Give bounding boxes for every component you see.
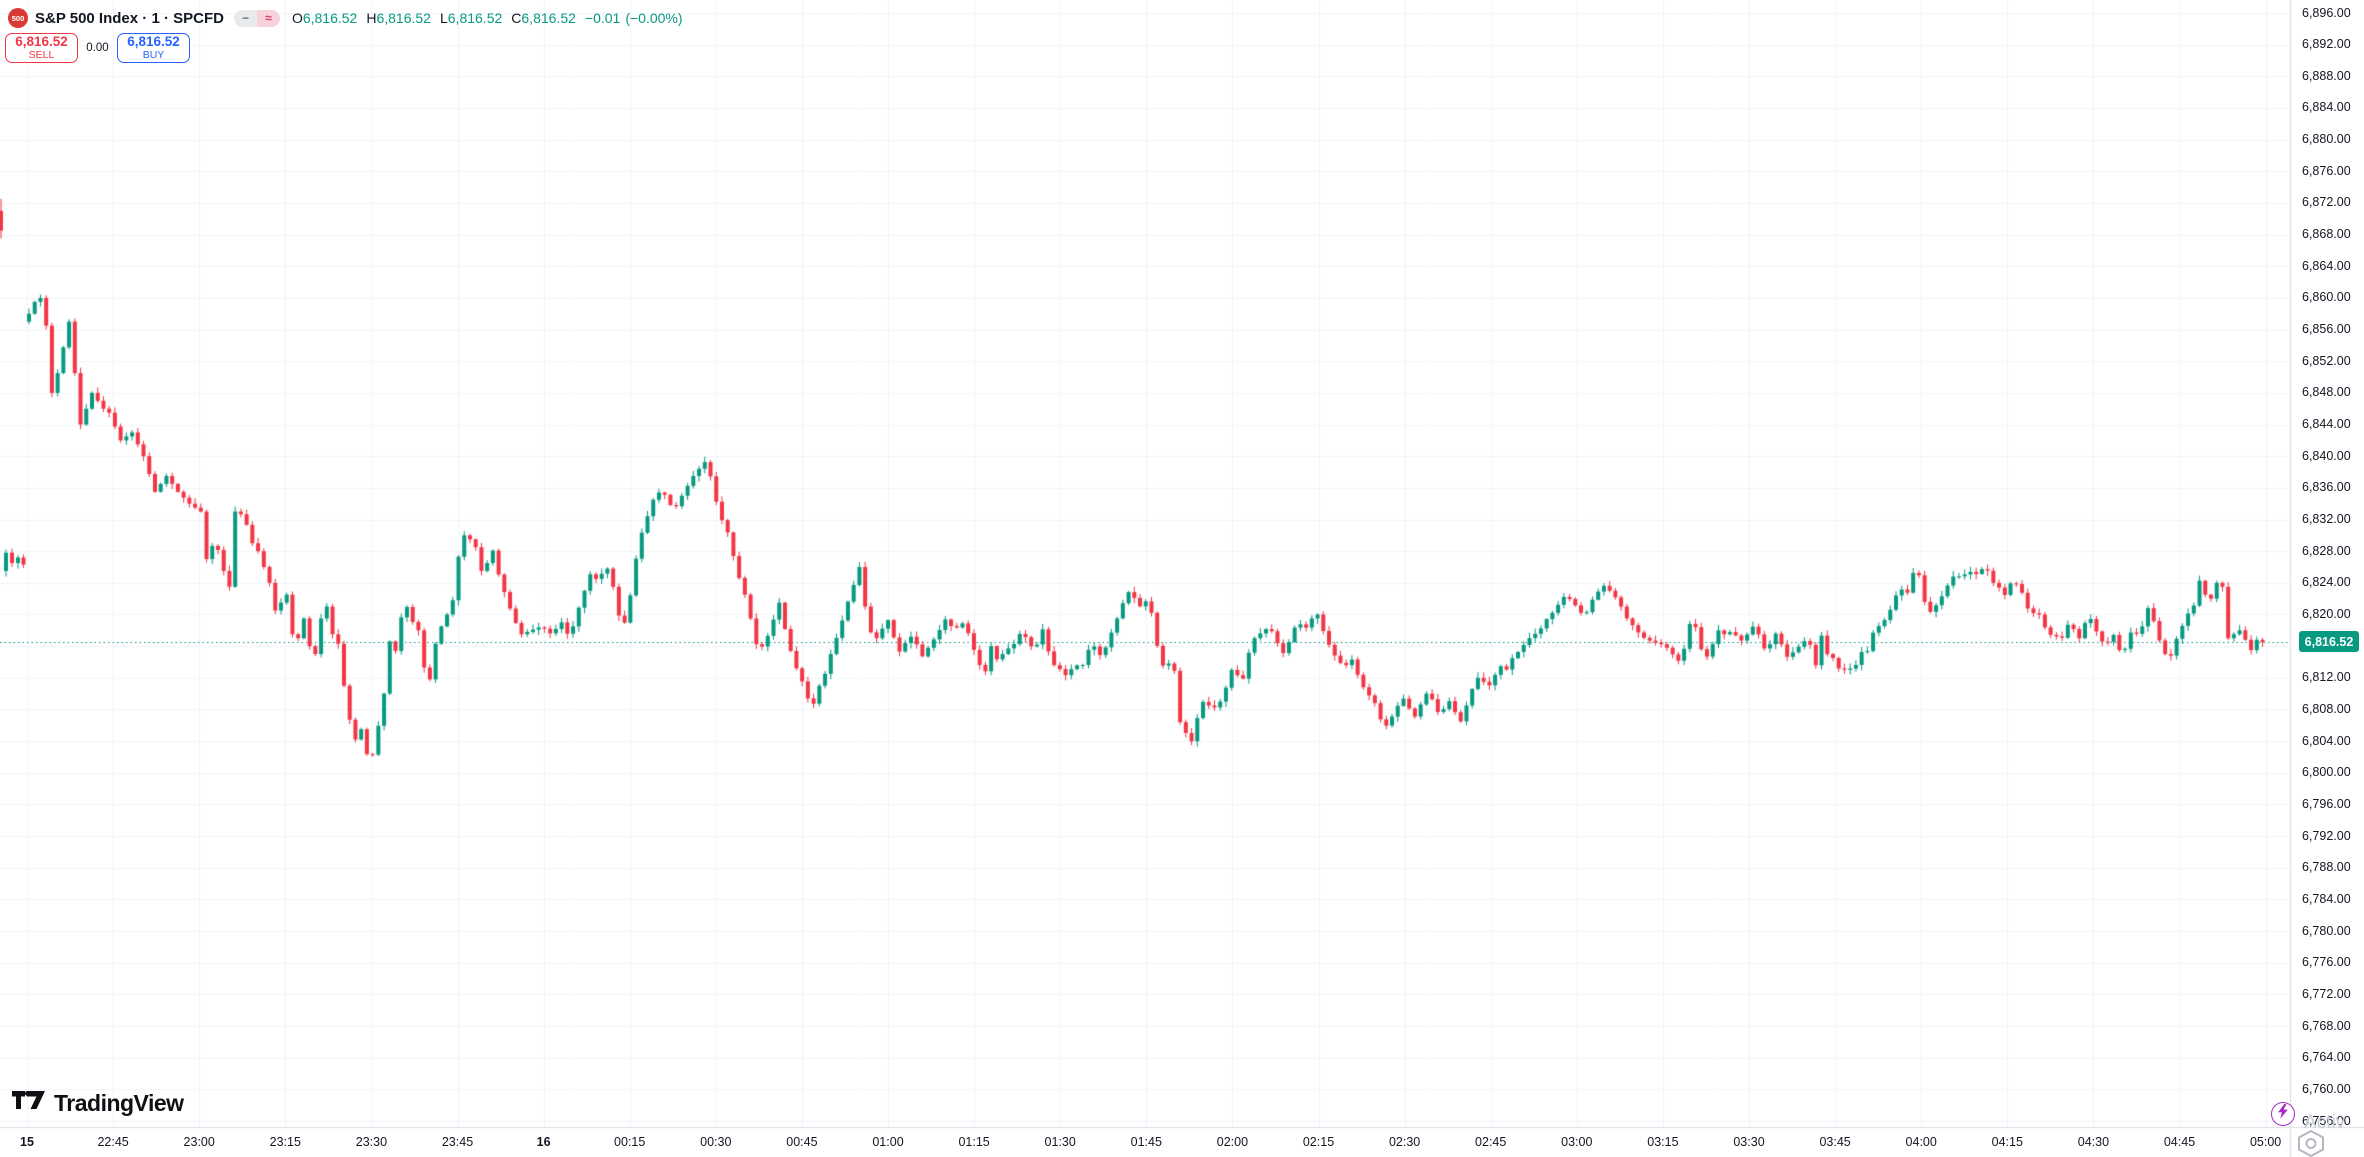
time-tick-label: 02:15 xyxy=(1302,1135,1335,1149)
price-tick-label: 6,772.00 xyxy=(2302,986,2351,1001)
sell-price: 6,816.52 xyxy=(15,33,68,49)
price-tick-label: 6,856.00 xyxy=(2302,322,2351,337)
time-tick-label: 03:15 xyxy=(1647,1135,1679,1149)
sell-label: SELL xyxy=(28,49,55,62)
time-tick-label: 23:00 xyxy=(183,1135,215,1149)
time-tick-label: 01:15 xyxy=(958,1135,990,1149)
time-tick-label: 02:00 xyxy=(1216,1135,1249,1149)
time-tick-label: 23:45 xyxy=(441,1135,474,1149)
price-tick-label: 6,828.00 xyxy=(2302,543,2351,558)
price-tick-label: 6,836.00 xyxy=(2302,480,2351,495)
market-status-pills[interactable]: − ≈ xyxy=(233,9,280,27)
price-tick-label: 6,824.00 xyxy=(2302,575,2351,590)
price-tick-label: 6,808.00 xyxy=(2302,701,2351,716)
price-tick-label: 6,756.00 xyxy=(2302,1113,2351,1128)
time-tick-label: 23:30 xyxy=(355,1135,388,1149)
price-tick-label: 6,812.00 xyxy=(2302,670,2351,685)
time-tick-label: 00:45 xyxy=(786,1135,818,1149)
trade-panel: 6,816.52 SELL 0.00 6,816.52 BUY xyxy=(5,33,190,63)
buy-label: BUY xyxy=(142,49,165,62)
symbol-logo-icon: 500 xyxy=(8,8,28,28)
system-watermark-text: Activ xyxy=(2304,1112,2346,1133)
sell-button[interactable]: 6,816.52 SELL xyxy=(5,33,78,63)
price-tick-label: 6,776.00 xyxy=(2302,955,2351,970)
ohlc-readout: O6,816.52 H6,816.52 L6,816.52 C6,816.52 … xyxy=(292,10,688,26)
buy-price: 6,816.52 xyxy=(127,33,180,49)
price-tick-label: 6,852.00 xyxy=(2302,353,2351,368)
price-tick-label: 6,872.00 xyxy=(2302,195,2351,210)
price-tick-label: 6,800.00 xyxy=(2302,765,2351,780)
time-tick-label: 02:45 xyxy=(1475,1135,1507,1149)
symbol-title[interactable]: S&P 500 Index · 1 · SPCFD xyxy=(35,9,224,27)
price-tick-label: 6,892.00 xyxy=(2302,37,2351,52)
price-tick-label: 6,768.00 xyxy=(2302,1018,2351,1033)
time-tick-label: 04:30 xyxy=(2077,1135,2110,1149)
price-tick-label: 6,788.00 xyxy=(2302,860,2351,875)
time-tick-label: 01:00 xyxy=(872,1135,904,1149)
symbol-header: 500 S&P 500 Index · 1 · SPCFD − ≈ O6,816… xyxy=(8,6,688,30)
time-tick-label: 03:30 xyxy=(1733,1135,1765,1149)
time-tick-label: 04:15 xyxy=(1991,1135,2023,1149)
time-tick-label: 05:00 xyxy=(2249,1135,2282,1149)
time-tick-label: 22:45 xyxy=(97,1135,129,1149)
price-tick-label: 6,840.00 xyxy=(2302,448,2351,463)
instant-trading-button[interactable] xyxy=(2271,1102,2295,1126)
time-tick-label: 00:30 xyxy=(700,1135,732,1149)
price-tick-label: 6,888.00 xyxy=(2302,68,2351,83)
price-tick-label: 6,760.00 xyxy=(2302,1081,2351,1096)
price-tick-label: 6,792.00 xyxy=(2302,828,2351,843)
time-tick-label: 02:30 xyxy=(1388,1135,1421,1149)
high-value: H6,816.52 xyxy=(366,10,431,26)
price-tick-label: 6,832.00 xyxy=(2302,512,2351,526)
price-tick-label: 6,764.00 xyxy=(2302,1050,2351,1065)
price-change-percent: (−0.00%) xyxy=(625,10,683,26)
time-tick-label: 03:00 xyxy=(1561,1135,1593,1149)
time-tick-label: 03:45 xyxy=(1819,1135,1851,1149)
price-tick-label: 6,884.00 xyxy=(2302,100,2351,115)
time-tick-label: 04:00 xyxy=(1905,1135,1937,1149)
spread-value: 0.00 xyxy=(86,42,109,54)
time-tick-label: 01:45 xyxy=(1130,1135,1162,1149)
tradingview-logo[interactable]: TradingView xyxy=(12,1088,184,1119)
low-value: L6,816.52 xyxy=(439,10,503,26)
lightning-icon xyxy=(2277,1104,2289,1124)
time-tick-label: 01:30 xyxy=(1044,1135,1076,1149)
price-tick-label: 6,876.00 xyxy=(2302,163,2351,178)
buy-button[interactable]: 6,816.52 BUY xyxy=(117,33,190,63)
tradingview-logo-text: TradingView xyxy=(54,1090,184,1116)
hexagon-gear-icon xyxy=(2296,1129,2326,1157)
price-tick-label: 6,868.00 xyxy=(2302,227,2351,242)
price-tick-label: 6,804.00 xyxy=(2302,733,2351,748)
price-tick-label: 6,860.00 xyxy=(2302,290,2351,305)
time-tick-label: 23:15 xyxy=(269,1135,301,1149)
price-tick-label: 6,896.00 xyxy=(2302,5,2351,20)
market-closed-icon: − xyxy=(233,9,257,27)
time-tick-label: 16 xyxy=(536,1135,551,1149)
delayed-data-icon: ≈ xyxy=(256,9,280,27)
price-tick-label: 6,796.00 xyxy=(2302,796,2351,811)
price-tick-label: 6,820.00 xyxy=(2302,606,2351,621)
price-tick-label: 6,864.00 xyxy=(2302,258,2351,273)
price-tick-label: 6,848.00 xyxy=(2302,385,2351,400)
time-tick-label: 15 xyxy=(20,1135,34,1149)
close-value: C6,816.52 xyxy=(511,10,576,26)
price-tick-label: 6,880.00 xyxy=(2302,132,2351,147)
last-price-label: 6,816.52 xyxy=(2299,631,2359,652)
time-tick-label: 04:45 xyxy=(2163,1135,2196,1149)
price-tick-label: 6,844.00 xyxy=(2302,417,2351,432)
open-value: O6,816.52 xyxy=(291,10,358,26)
tradingview-logo-icon xyxy=(12,1088,46,1119)
price-tick-label: 6,780.00 xyxy=(2302,923,2351,938)
price-tick-label: 6,784.00 xyxy=(2302,891,2351,906)
time-tick-label: 00:15 xyxy=(614,1135,646,1149)
price-change: −0.01 xyxy=(584,10,621,26)
